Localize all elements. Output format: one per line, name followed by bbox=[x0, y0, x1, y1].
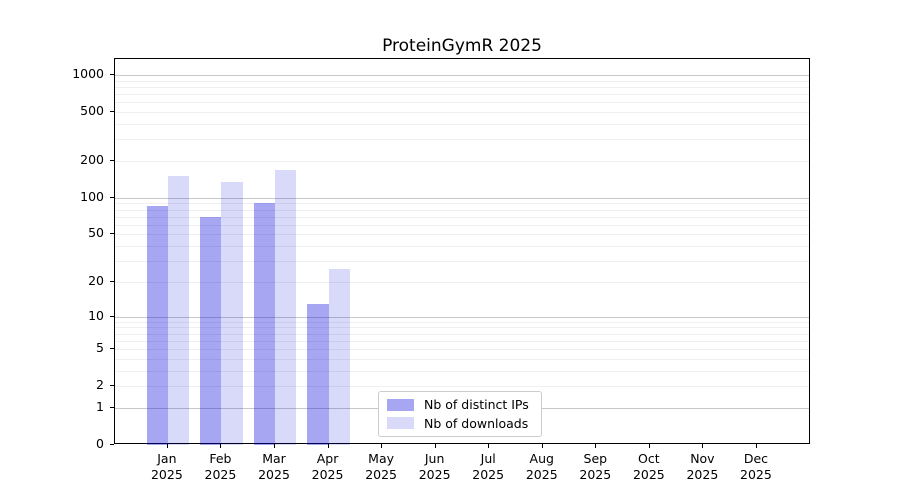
x-tick-mark bbox=[327, 444, 329, 448]
x-tick-mark bbox=[648, 444, 650, 448]
x-tick-label: Jun 2025 bbox=[418, 451, 451, 482]
y-tick-label: 100 bbox=[80, 188, 104, 204]
gridline-minor bbox=[115, 333, 809, 335]
bar-nb-of-distinct-ips bbox=[146, 206, 168, 445]
x-tick-mark bbox=[541, 444, 543, 448]
chart-title: ProteinGymR 2025 bbox=[382, 36, 542, 56]
legend-swatch-distinct-ips bbox=[387, 398, 414, 411]
y-tick-mark bbox=[110, 385, 114, 387]
gridline-minor bbox=[115, 209, 809, 211]
gridline-minor bbox=[115, 86, 809, 88]
gridline-major bbox=[115, 316, 809, 318]
y-tick-mark bbox=[110, 315, 114, 317]
gridline-minor bbox=[115, 224, 809, 226]
x-tick-label: Apr 2025 bbox=[311, 451, 344, 482]
gridline-minor bbox=[115, 216, 809, 218]
legend: Nb of distinct IPs Nb of downloads bbox=[378, 391, 542, 437]
bar-nb-of-distinct-ips bbox=[200, 216, 222, 445]
gridline-minor bbox=[115, 124, 809, 126]
y-tick-label: 500 bbox=[80, 103, 104, 119]
gridline-minor bbox=[115, 139, 809, 141]
x-tick-label: Sep 2025 bbox=[579, 451, 612, 482]
gridline-minor bbox=[115, 234, 809, 236]
x-tick-mark bbox=[434, 444, 436, 448]
y-tick-label: 1000 bbox=[72, 66, 104, 82]
gridline-minor bbox=[115, 102, 809, 104]
bar-nb-of-downloads bbox=[167, 176, 190, 445]
legend-item-distinct-ips: Nb of distinct IPs bbox=[387, 397, 533, 412]
gridline-minor bbox=[115, 112, 809, 114]
x-tick-mark bbox=[166, 444, 168, 448]
x-tick-mark bbox=[488, 444, 490, 448]
y-tick-mark bbox=[110, 74, 114, 76]
y-tick-label: 5 bbox=[96, 340, 104, 356]
bar-nb-of-downloads bbox=[221, 181, 243, 445]
y-tick-mark bbox=[110, 280, 114, 282]
x-tick-label: Aug 2025 bbox=[525, 451, 558, 482]
y-tick-label: 200 bbox=[80, 152, 104, 168]
y-tick-mark bbox=[110, 406, 114, 408]
y-tick-mark bbox=[110, 160, 114, 162]
bar-nb-of-distinct-ips bbox=[253, 203, 275, 445]
x-tick-mark bbox=[220, 444, 222, 448]
x-tick-label: Feb 2025 bbox=[204, 451, 237, 482]
gridline-minor bbox=[115, 203, 809, 205]
bar-nb-of-downloads bbox=[275, 169, 297, 445]
x-tick-label: Jan 2025 bbox=[150, 451, 183, 482]
x-tick-mark bbox=[755, 444, 757, 448]
x-tick-label: Jul 2025 bbox=[472, 451, 505, 482]
y-tick-label: 2 bbox=[96, 377, 104, 393]
gridline-minor bbox=[115, 94, 809, 96]
x-tick-mark bbox=[702, 444, 704, 448]
y-tick-mark bbox=[110, 111, 114, 113]
gridline-minor bbox=[115, 80, 809, 82]
x-tick-label: Dec 2025 bbox=[740, 451, 772, 482]
gridline-minor bbox=[115, 261, 809, 263]
y-tick-label: 50 bbox=[88, 225, 104, 241]
legend-label-distinct-ips: Nb of distinct IPs bbox=[424, 397, 529, 413]
legend-swatch-downloads bbox=[387, 417, 414, 430]
y-tick-label: 1 bbox=[96, 398, 104, 414]
y-tick-mark bbox=[110, 444, 114, 445]
bar-nb-of-distinct-ips bbox=[307, 303, 329, 445]
x-tick-label: Nov 2025 bbox=[686, 451, 719, 482]
gridline-minor bbox=[115, 327, 809, 329]
gridline-major bbox=[115, 197, 809, 199]
y-tick-mark bbox=[110, 233, 114, 235]
legend-label-downloads: Nb of downloads bbox=[424, 415, 529, 431]
y-tick-mark bbox=[110, 196, 114, 198]
gridline-minor bbox=[115, 281, 809, 283]
x-tick-mark bbox=[381, 444, 383, 448]
x-tick-label: Mar 2025 bbox=[258, 451, 290, 482]
gridline-minor bbox=[115, 370, 809, 372]
x-tick-mark bbox=[595, 444, 597, 448]
gridline-minor bbox=[115, 340, 809, 342]
y-tick-label: 10 bbox=[88, 307, 104, 323]
x-tick-mark bbox=[274, 444, 275, 448]
bar-nb-of-downloads bbox=[328, 268, 350, 445]
gridline-minor bbox=[115, 349, 809, 351]
gridline-minor bbox=[115, 246, 809, 248]
y-tick-mark bbox=[110, 348, 114, 350]
gridline-minor bbox=[115, 358, 809, 360]
gridline-minor bbox=[115, 386, 809, 388]
gridline-minor bbox=[115, 321, 809, 323]
x-tick-label: May 2025 bbox=[365, 451, 397, 482]
legend-item-downloads: Nb of downloads bbox=[387, 416, 533, 431]
plot-area: Nb of distinct IPs Nb of downloads bbox=[114, 58, 810, 445]
gridline-major bbox=[115, 75, 809, 77]
y-tick-label: 20 bbox=[88, 272, 104, 288]
x-tick-label: Oct 2025 bbox=[632, 451, 665, 482]
gridline-minor bbox=[115, 161, 809, 163]
y-tick-label: 0 bbox=[96, 436, 104, 451]
